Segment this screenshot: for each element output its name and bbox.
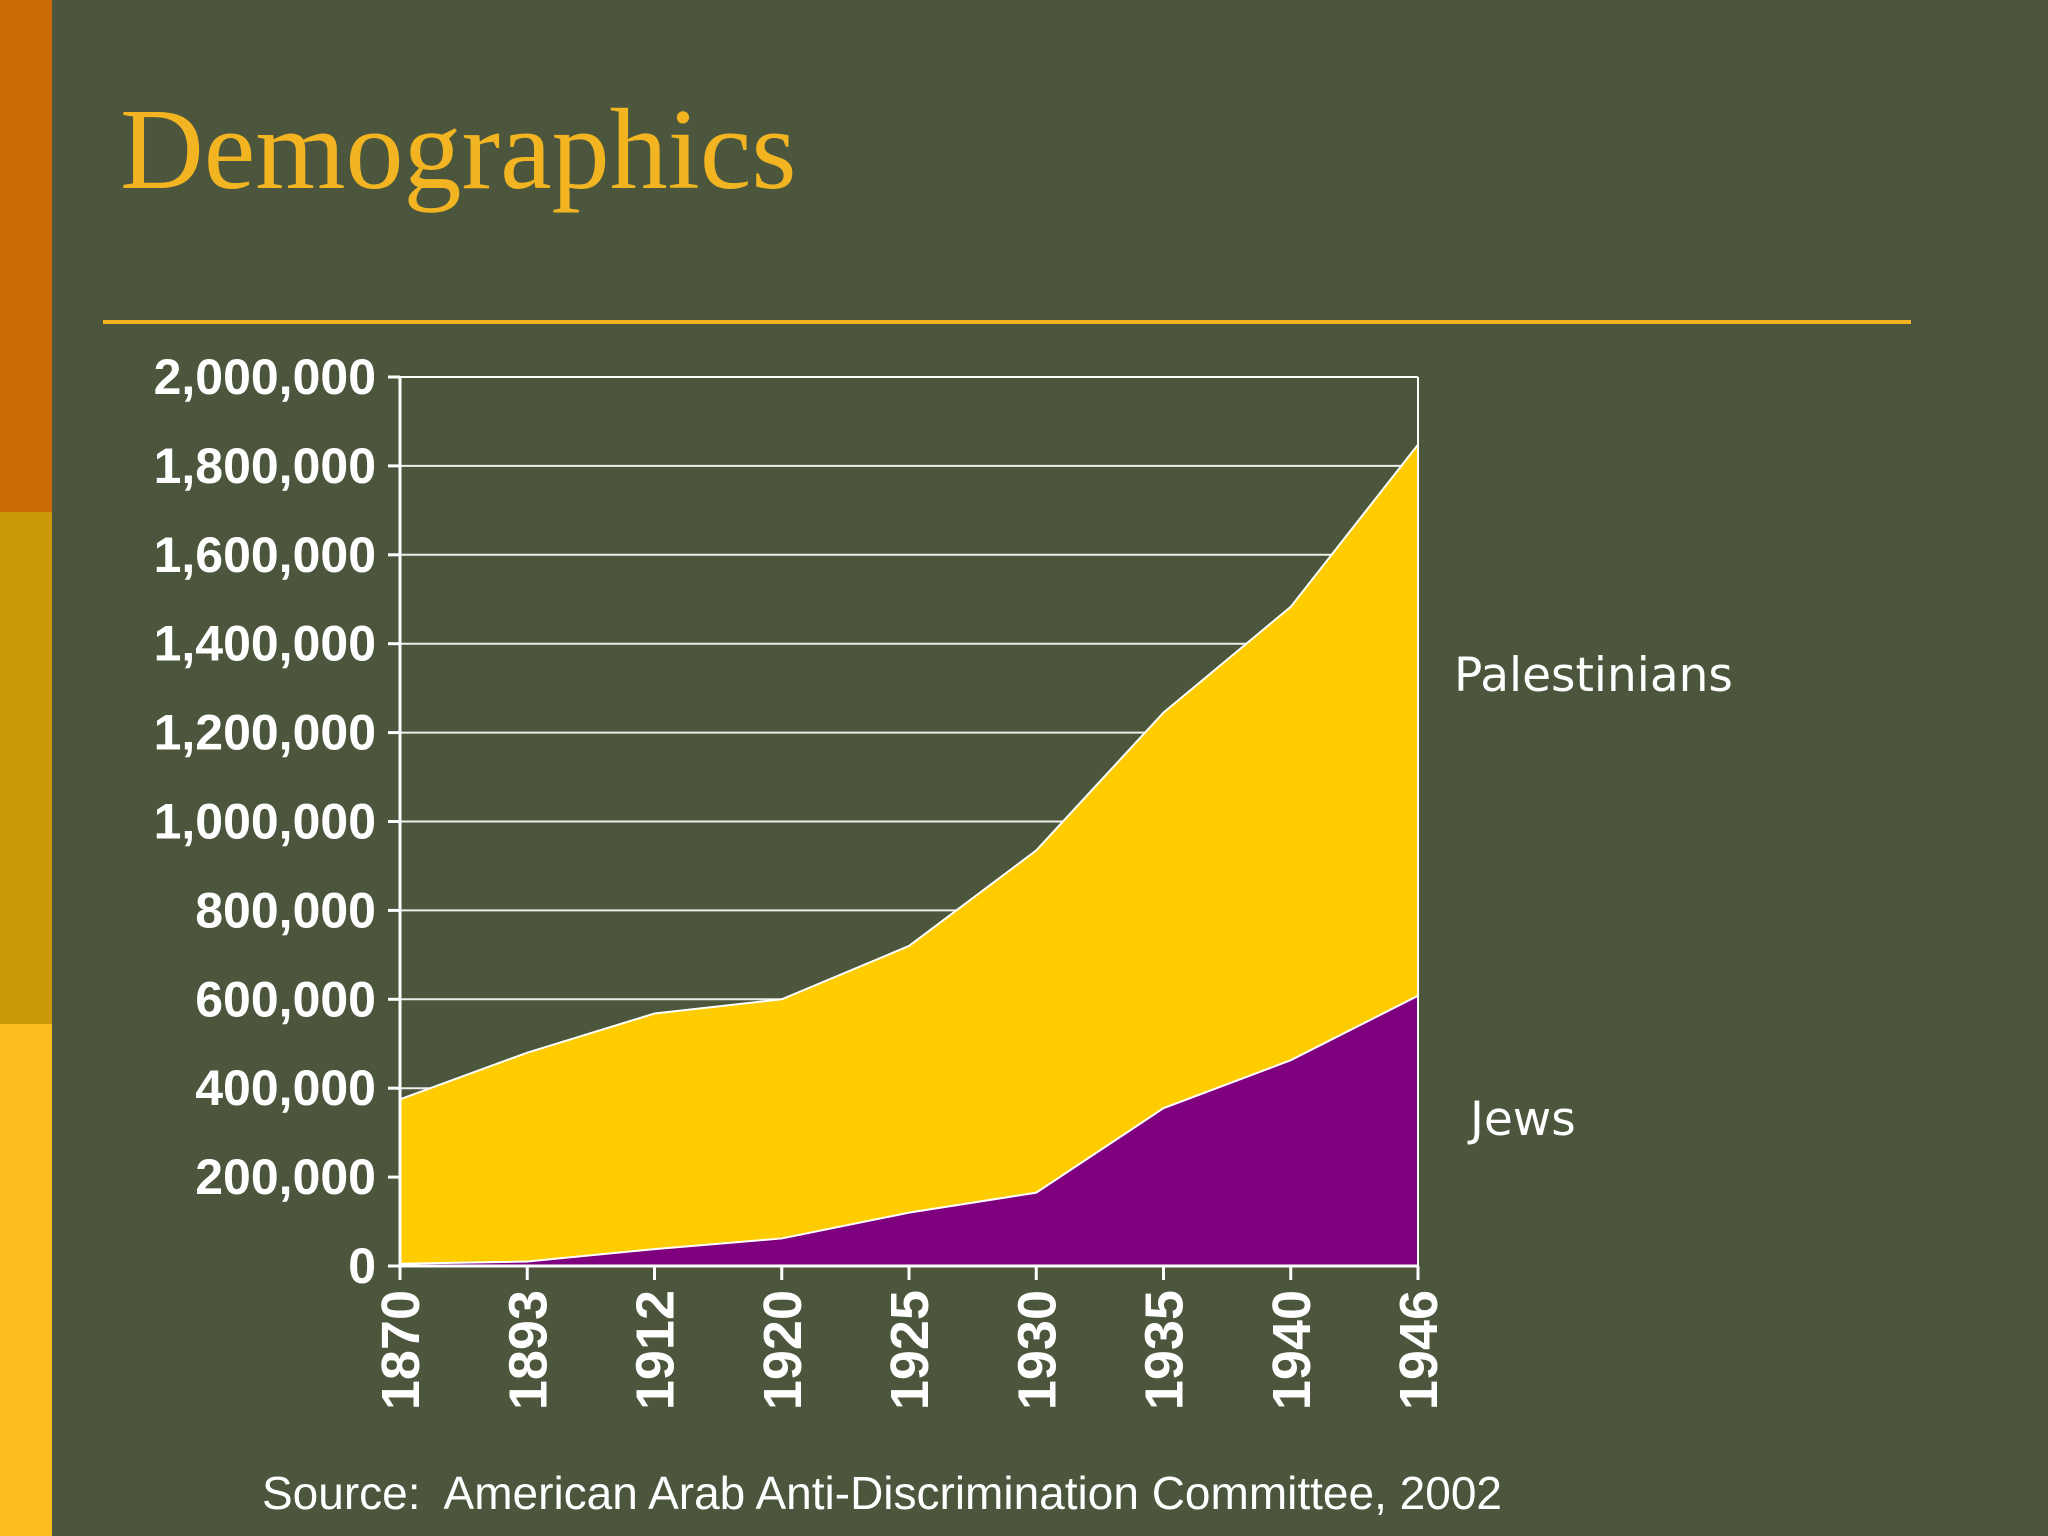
x-tick-label: 1920	[753, 1290, 813, 1410]
accent-bar-top	[0, 0, 52, 512]
x-tick-label: 1930	[1007, 1290, 1067, 1410]
y-tick-label: 400,000	[195, 1060, 376, 1116]
slide-title: Demographics	[120, 86, 797, 214]
accent-bar-bottom	[0, 1024, 52, 1536]
x-tick-label: 1935	[1135, 1290, 1195, 1410]
y-tick-label: 200,000	[195, 1149, 376, 1205]
y-tick-label: 2,000,000	[154, 349, 376, 405]
title-divider	[103, 320, 1911, 324]
y-tick-label: 1,400,000	[154, 616, 376, 672]
y-tick-label: 1,600,000	[154, 527, 376, 583]
palestinians-area	[400, 444, 1418, 1264]
x-tick-label: 1925	[880, 1290, 940, 1410]
y-tick-label: 1,800,000	[154, 438, 376, 494]
jews-area	[400, 995, 1418, 1266]
y-tick-label: 1,000,000	[154, 794, 376, 850]
x-tick-label: 1893	[498, 1290, 558, 1410]
x-tick-label: 1940	[1262, 1290, 1322, 1410]
y-tick-label: 600,000	[195, 971, 376, 1027]
y-tick-label: 1,200,000	[154, 705, 376, 761]
series-label-jews: Jews	[1467, 1092, 1576, 1147]
y-tick-label: 800,000	[195, 882, 376, 938]
series-label-palestinians: Palestinians	[1454, 648, 1733, 703]
palestinians-series-line	[399, 443, 1419, 1101]
accent-bar-middle	[0, 512, 52, 1024]
y-tick-label: 0	[348, 1238, 376, 1294]
jews-series-line	[399, 994, 1419, 1265]
x-tick-label: 1870	[371, 1290, 431, 1410]
source-citation: Source: American Arab Anti-Discriminatio…	[262, 1467, 1502, 1519]
x-tick-label: 1912	[626, 1290, 686, 1410]
x-tick-label: 1946	[1389, 1290, 1449, 1410]
